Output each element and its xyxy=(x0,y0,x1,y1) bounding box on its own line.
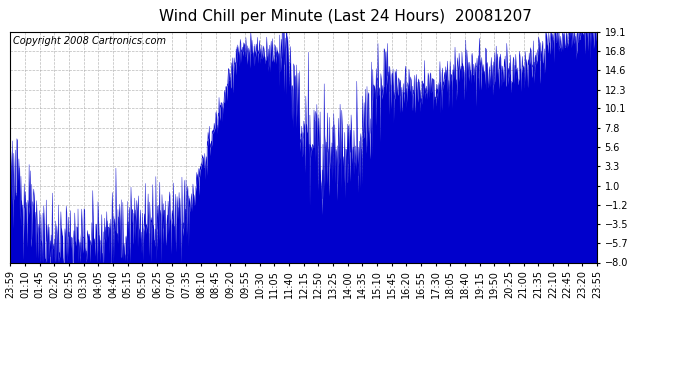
Text: Wind Chill per Minute (Last 24 Hours)  20081207: Wind Chill per Minute (Last 24 Hours) 20… xyxy=(159,9,531,24)
Text: Copyright 2008 Cartronics.com: Copyright 2008 Cartronics.com xyxy=(13,36,166,46)
